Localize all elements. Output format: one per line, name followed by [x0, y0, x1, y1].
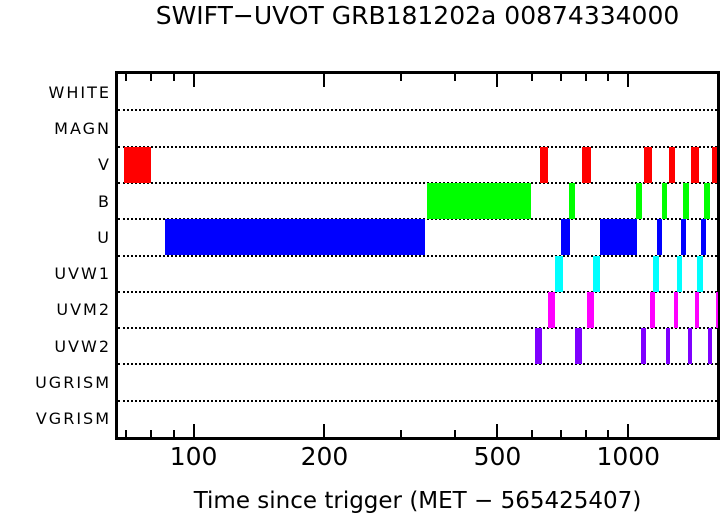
b-exposure-bar: [636, 182, 643, 220]
x-tick-label-200: 200: [300, 442, 349, 471]
x-major-tick: [192, 74, 195, 87]
x-minor-tick: [172, 430, 175, 437]
x-minor-tick: [399, 74, 402, 81]
row-separator-dotted-line: [118, 399, 717, 402]
plot-area: [115, 71, 720, 440]
y-axis-label-ugrism: UGRISM: [35, 373, 111, 393]
x-axis-title: Time since trigger (MET − 565425407): [193, 488, 642, 514]
y-axis-label-uvw1: UVW1: [54, 264, 111, 284]
u-exposure-bar: [681, 219, 687, 256]
x-tick-label-100: 100: [169, 442, 218, 471]
uvw1-exposure-bar: [593, 255, 601, 292]
b-exposure-bar: [426, 182, 531, 220]
uvm2-exposure-bar: [674, 291, 679, 329]
y-axis-label-white: WHITE: [48, 82, 111, 102]
x-minor-tick: [607, 74, 610, 81]
uvm2-exposure-bar: [587, 291, 595, 329]
v-exposure-bar: [711, 146, 717, 183]
b-exposure-bar: [683, 182, 690, 220]
x-minor-tick: [399, 430, 402, 437]
x-minor-tick: [125, 74, 128, 81]
uvw2-exposure-bar: [534, 328, 542, 365]
row-separator-dotted-line: [118, 145, 717, 148]
x-major-tick: [323, 74, 326, 87]
x-minor-tick: [172, 74, 175, 81]
uvm2-exposure-bar: [695, 291, 700, 329]
u-exposure-bar: [701, 219, 707, 256]
x-minor-tick: [454, 74, 457, 81]
uvm2-exposure-bar: [650, 291, 656, 329]
v-exposure-bar: [123, 146, 152, 183]
y-axis-label-v: V: [98, 155, 111, 175]
uvw1-exposure-bar: [653, 255, 660, 292]
uvw2-exposure-bar: [688, 328, 693, 365]
row-separator-dotted-line: [118, 290, 717, 293]
uvw1-exposure-bar: [697, 255, 704, 292]
u-exposure-bar: [600, 219, 638, 256]
y-axis-label-b: B: [98, 191, 111, 211]
u-exposure-bar: [561, 219, 571, 256]
y-axis-label-uvm2: UVM2: [56, 300, 111, 320]
x-minor-tick: [607, 430, 610, 437]
u-exposure-bar: [165, 219, 425, 256]
y-axis-label-uvw2: UVW2: [54, 336, 111, 356]
v-exposure-bar: [669, 146, 676, 183]
row-separator-dotted-line: [118, 363, 717, 366]
x-minor-tick: [559, 430, 562, 437]
row-separator-dotted-line: [118, 181, 717, 184]
uvw2-exposure-bar: [641, 328, 647, 365]
y-axis-label-vgrism: VGRISM: [35, 409, 111, 429]
x-minor-tick: [559, 74, 562, 81]
x-tick-label-1000: 1000: [596, 442, 661, 471]
uvm2-exposure-bar: [716, 291, 719, 329]
b-exposure-bar: [662, 182, 668, 220]
uvw2-exposure-bar: [708, 328, 712, 365]
v-exposure-bar: [644, 146, 653, 183]
v-exposure-bar: [582, 146, 592, 183]
v-exposure-bar: [691, 146, 700, 183]
x-minor-tick: [530, 74, 533, 81]
x-major-tick: [627, 424, 630, 437]
b-exposure-bar: [569, 182, 576, 220]
x-minor-tick: [530, 430, 533, 437]
x-minor-tick: [150, 74, 153, 81]
row-separator-dotted-line: [118, 254, 717, 257]
x-minor-tick: [585, 430, 588, 437]
x-minor-tick: [150, 430, 153, 437]
v-exposure-bar: [540, 146, 549, 183]
uvw1-exposure-bar: [677, 255, 683, 292]
x-major-tick: [323, 424, 326, 437]
x-major-tick: [627, 74, 630, 87]
uvw2-exposure-bar: [575, 328, 583, 365]
uvw2-exposure-bar: [666, 328, 671, 365]
x-minor-tick: [454, 430, 457, 437]
uvm2-exposure-bar: [547, 291, 556, 329]
y-axis-label-magn: MAGN: [54, 118, 111, 138]
x-major-tick: [192, 424, 195, 437]
x-minor-tick: [125, 430, 128, 437]
b-exposure-bar: [704, 182, 711, 220]
row-separator-dotted-line: [118, 109, 717, 112]
chart-title: SWIFT−UVOT GRB181202a 00874334000: [155, 1, 680, 30]
y-axis-label-u: U: [97, 227, 111, 247]
x-major-tick: [496, 74, 499, 87]
uvw1-exposure-bar: [555, 255, 563, 292]
u-exposure-bar: [657, 219, 663, 256]
row-separator-dotted-line: [118, 327, 717, 330]
x-tick-label-500: 500: [473, 442, 522, 471]
x-minor-tick: [585, 74, 588, 81]
x-major-tick: [496, 424, 499, 437]
